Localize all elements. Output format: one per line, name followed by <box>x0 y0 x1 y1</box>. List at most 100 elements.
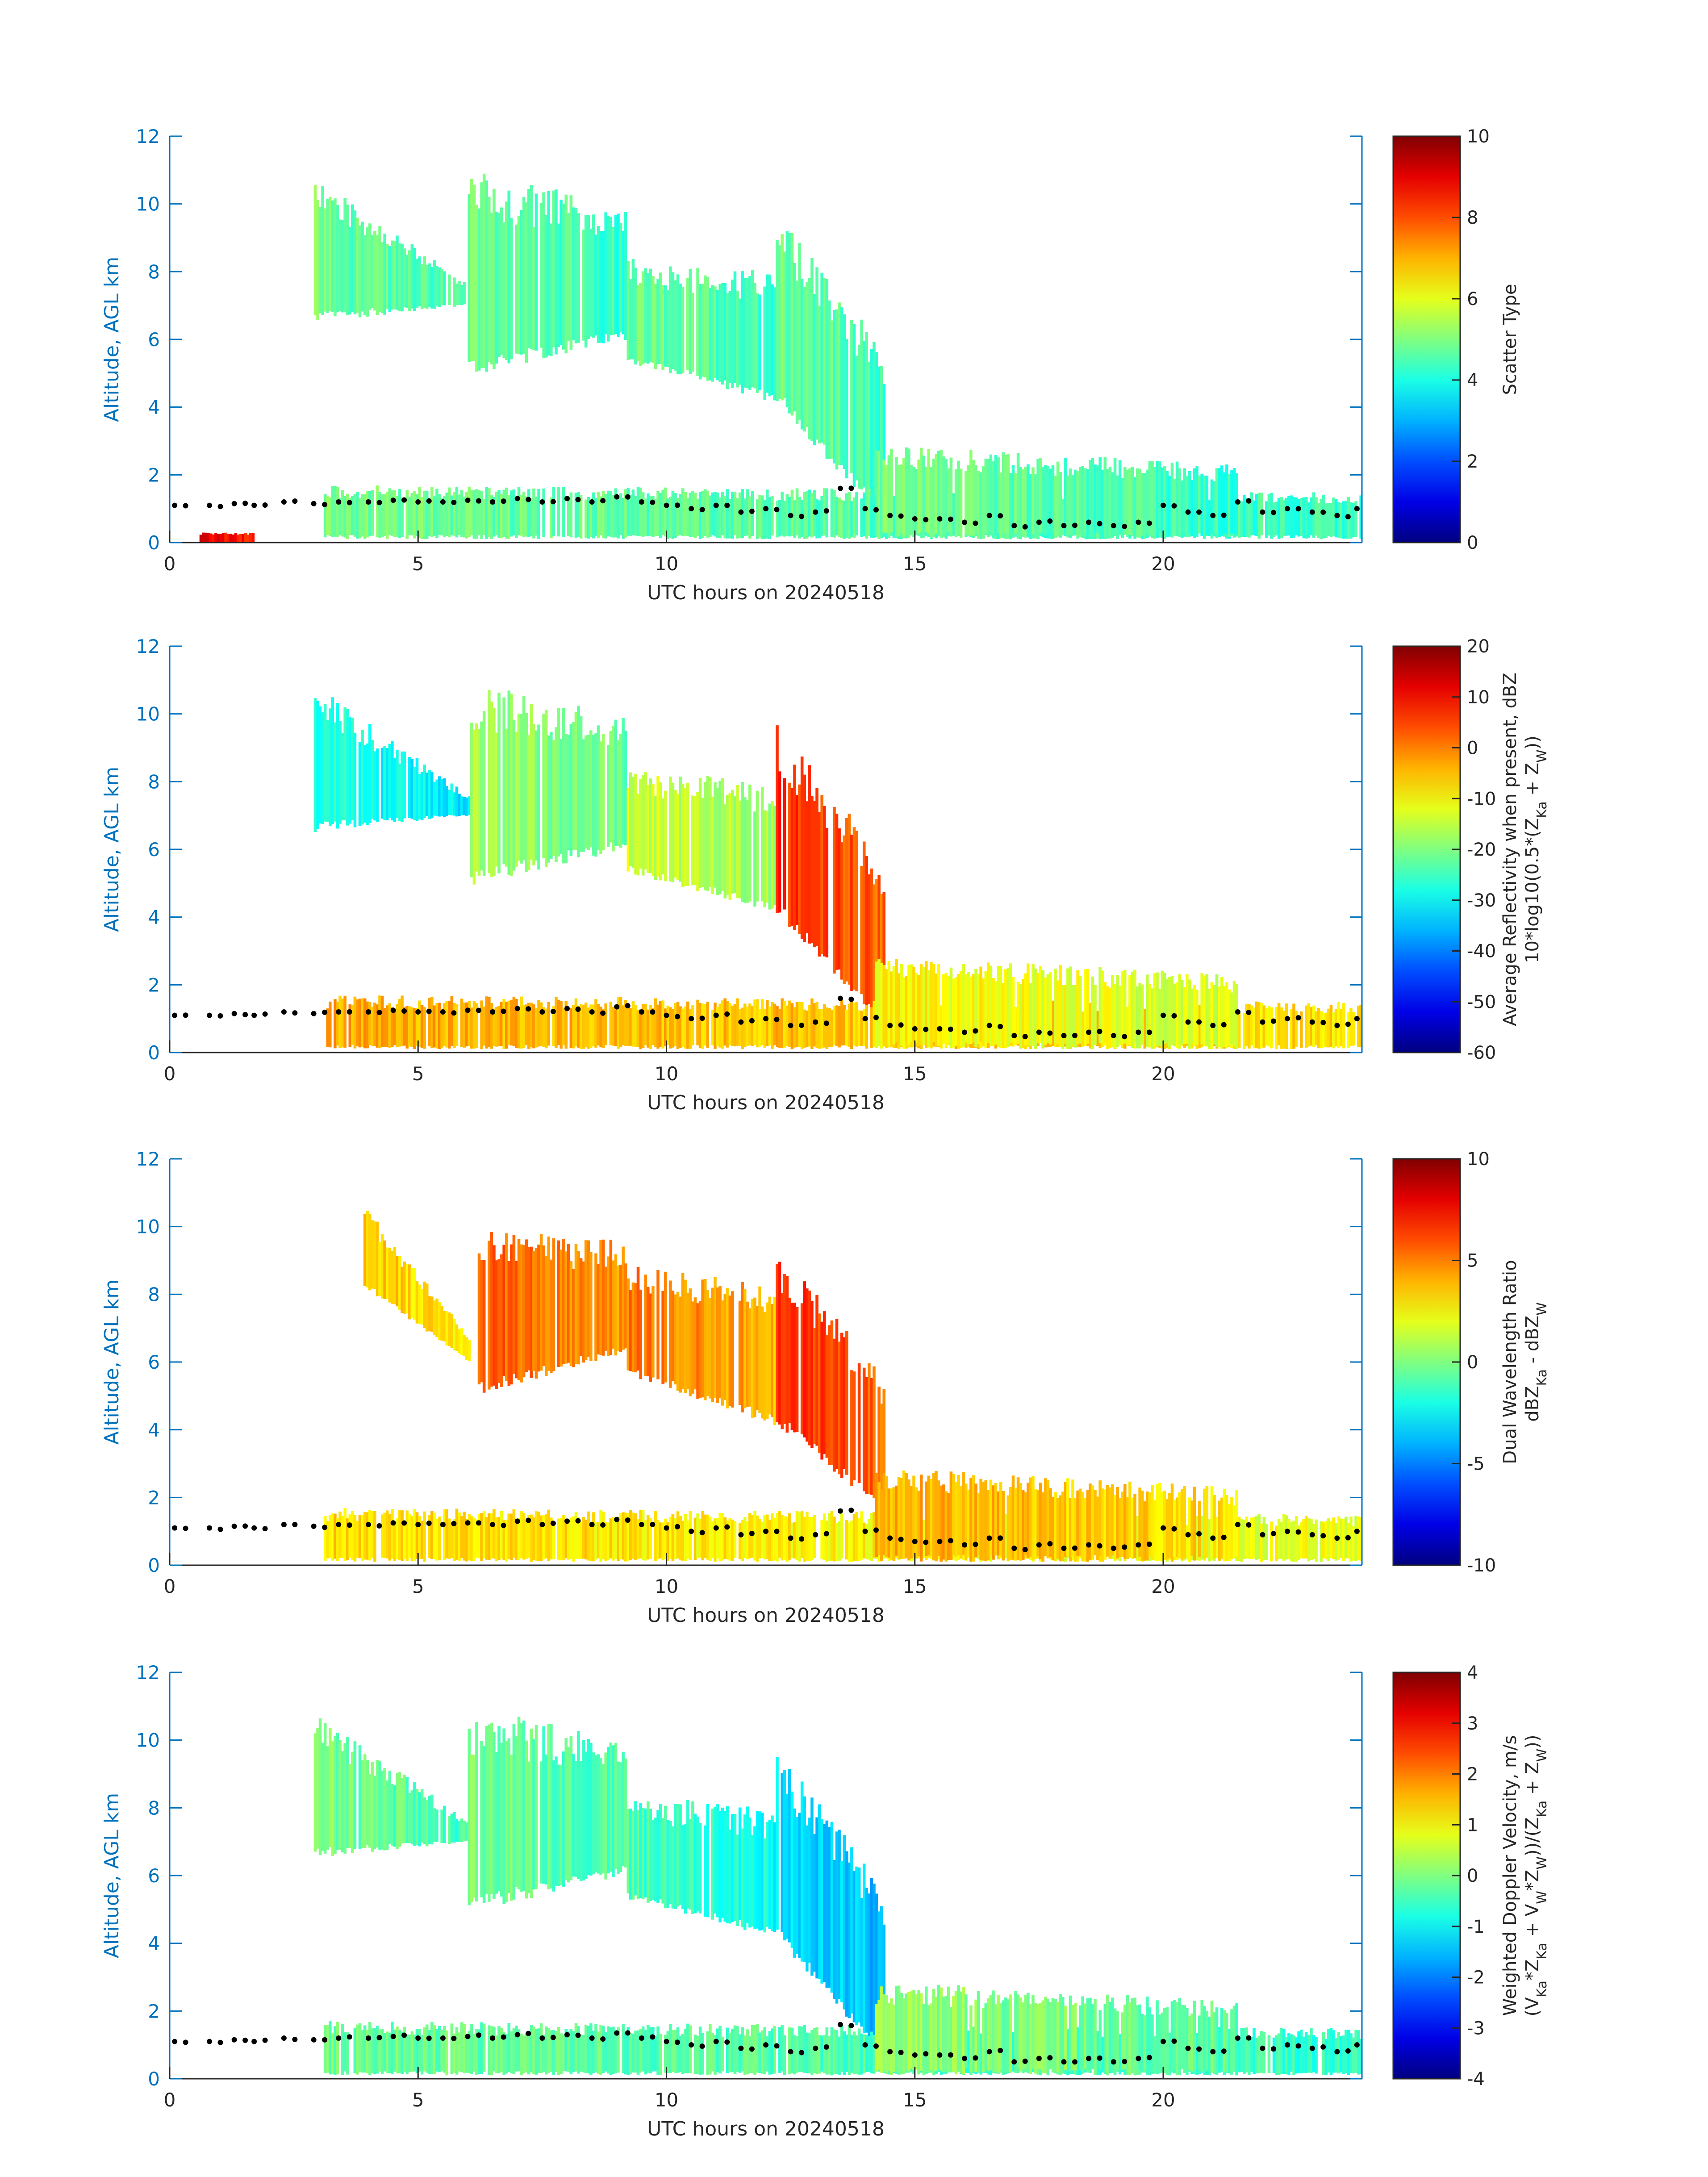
cloud-base-point <box>774 1529 780 1534</box>
cloud-strip <box>830 1320 834 1465</box>
cloud-strip <box>420 1005 424 1048</box>
cloud-strip <box>537 2028 540 2073</box>
cloud-strip <box>852 1003 856 1046</box>
cloud-base-point <box>347 2034 352 2040</box>
cloud-region-cirrus-main <box>468 173 627 372</box>
cloud-strip <box>577 1517 580 1559</box>
cloud-strip <box>711 1287 714 1402</box>
cloud-strip <box>497 490 501 538</box>
cloud-base-point <box>1354 1529 1360 1534</box>
cloud-strip <box>512 2028 516 2074</box>
cloud-strip <box>656 491 660 536</box>
cloud-strip <box>698 284 702 380</box>
cloud-strip <box>882 1924 885 2054</box>
cloud-strip <box>711 1809 714 1920</box>
cloud-strip <box>1299 1011 1303 1048</box>
cloud-strip <box>1352 1012 1355 1046</box>
cloud-strip <box>1329 1521 1333 1559</box>
cloud-strip <box>594 2024 597 2073</box>
cloud-strip <box>383 234 386 315</box>
cloud-base-point <box>689 2042 694 2048</box>
cloud-strip <box>634 1513 637 1560</box>
cloud-strip <box>1324 2039 1328 2076</box>
cloud-base-point <box>172 502 178 508</box>
cloud-base-point <box>837 1508 843 1514</box>
cloud-strip <box>1339 1008 1343 1047</box>
cloud-strip <box>868 362 871 497</box>
cloud-strip <box>981 978 985 1043</box>
cloud-strip <box>788 782 791 927</box>
cloud-strip <box>550 1517 553 1560</box>
cloud-strip <box>567 1747 570 1883</box>
cloud-strip <box>599 2025 602 2075</box>
cloud-strip <box>624 1513 627 1562</box>
cloud-strip <box>420 2035 424 2075</box>
cloud-strip <box>696 2036 699 2074</box>
cloud-strip <box>1049 468 1052 536</box>
cloud-strip <box>485 487 488 539</box>
cloud-strip <box>1347 1523 1350 1559</box>
cloud-strip <box>413 1008 416 1049</box>
cloud-strip <box>1310 497 1313 536</box>
cloud-strip <box>472 184 476 361</box>
cloud-base-point <box>183 503 188 509</box>
cloud-strip <box>594 497 597 536</box>
cloud-strip <box>356 2024 359 2075</box>
cloud-strip <box>363 1754 367 1848</box>
cloud-strip <box>542 1245 545 1366</box>
cloud-strip <box>617 1517 620 1561</box>
cloud-base-point <box>1365 1017 1370 1022</box>
cloud-strip <box>1188 2016 1191 2071</box>
cloud-strip <box>614 488 618 538</box>
cloud-strip <box>748 2036 752 2073</box>
cloud-strip <box>582 1261 585 1363</box>
cloud-strip <box>393 758 397 822</box>
cloud-strip <box>1180 980 1184 1045</box>
cloud-base-point <box>172 1525 178 1531</box>
cloud-strip <box>714 1518 717 1562</box>
cloud-strip <box>830 1010 834 1047</box>
cloud-strip <box>398 999 401 1047</box>
cloud-strip <box>383 2033 386 2072</box>
cloud-strip <box>356 492 359 539</box>
cloud-strip <box>1002 1491 1005 1561</box>
cloud-strip <box>1143 473 1147 538</box>
cloud-base-point <box>1097 1028 1102 1034</box>
cloud-strip <box>877 1911 881 2047</box>
cloud-strip <box>1163 466 1166 537</box>
cloud-base-point <box>749 1530 755 1536</box>
cloud-strip <box>584 1751 588 1879</box>
cloud-strip <box>1016 1477 1020 1560</box>
cloud-strip <box>388 1513 392 1561</box>
cloud-strip <box>371 1761 374 1852</box>
cloud-strip <box>1111 1997 1114 2072</box>
cloud-strip <box>751 1299 754 1418</box>
y-tick-label: 6 <box>148 1865 160 1887</box>
cloud-strip <box>917 1491 920 1556</box>
cloud-strip <box>768 1519 772 1561</box>
y-tick-label: 0 <box>148 1554 160 1576</box>
cloud-strip <box>828 2035 831 2075</box>
cloud-strip <box>1098 967 1102 1043</box>
cloud-strip <box>815 1295 819 1446</box>
cloud-strip <box>552 1760 555 1892</box>
cloud-base-point <box>465 1007 471 1013</box>
cloud-strip <box>567 498 570 537</box>
cloud-strip <box>1188 471 1191 535</box>
cloud-base-point <box>390 1007 396 1013</box>
cloud-strip <box>1287 1518 1290 1559</box>
cloud-strip <box>852 2031 856 2074</box>
cloud-strip <box>1031 963 1035 1046</box>
cloud-strip <box>480 1741 483 1897</box>
cloud-strip <box>502 489 505 537</box>
cloud-strip <box>614 1517 618 1559</box>
cloud-strip <box>507 1000 511 1045</box>
cloud-strip <box>669 266 672 373</box>
cloud-strip <box>619 1762 622 1872</box>
cloud-strip <box>368 223 372 310</box>
cloud-strip <box>783 2035 786 2075</box>
cloud-base-point <box>724 1011 730 1017</box>
cloud-base-point <box>962 519 967 525</box>
cloud-strip <box>806 282 809 427</box>
cloud-strip <box>1277 497 1281 539</box>
